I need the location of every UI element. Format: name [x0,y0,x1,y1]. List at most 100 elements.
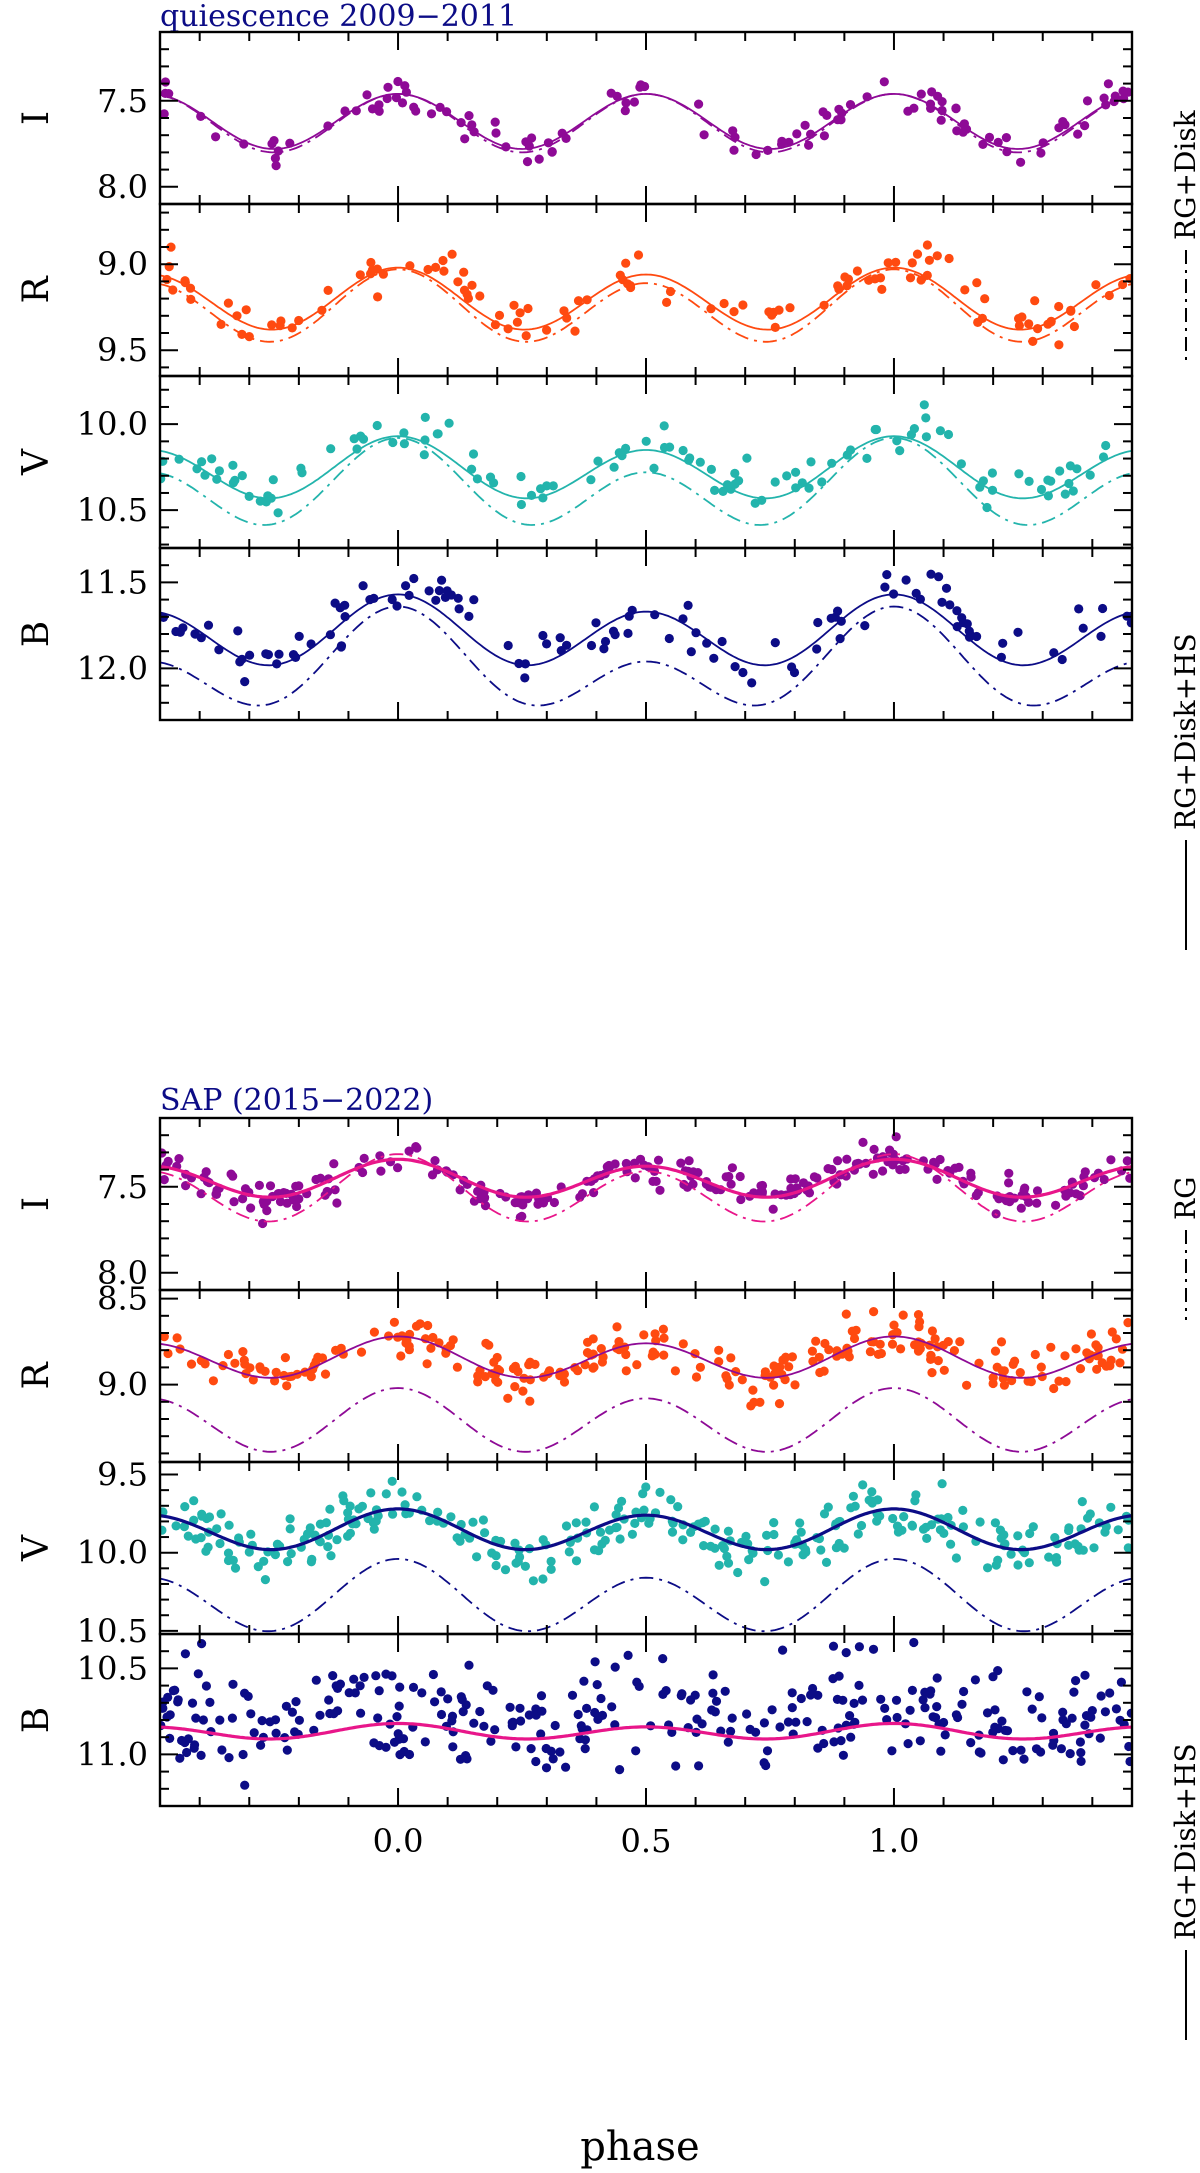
data-point [520,659,531,669]
band-label-b: B [16,1707,57,1733]
data-point [432,429,442,439]
data-point [988,1727,998,1737]
data-point [649,463,659,473]
data-point [901,575,911,585]
data-point [1024,319,1034,329]
data-point [573,296,584,306]
data-point [767,1705,777,1715]
data-point [546,1556,556,1566]
data-point [630,1518,640,1528]
data-point [621,258,631,268]
y-tick-label: 10.5 [77,1612,148,1650]
data-point [658,1654,668,1664]
data-point [294,631,304,642]
data-point [596,1344,606,1354]
data-point [714,1357,724,1367]
data-point [464,611,474,622]
data-point [326,1551,336,1561]
data-point [856,1520,867,1531]
data-point [778,1645,788,1655]
data-point [332,1535,342,1545]
data-point [709,653,719,663]
data-point [214,645,224,655]
data-point [1036,148,1046,158]
data-point [666,1495,676,1505]
data-point [555,633,565,643]
data-point [549,1197,560,1208]
data-point [446,1512,456,1522]
data-point [833,606,843,616]
data-point [1076,1756,1086,1766]
data-point [217,1745,227,1755]
y-tick-label: 9.0 [97,1366,148,1404]
data-point [1074,604,1084,614]
data-point [988,1378,998,1389]
data-point [911,1490,921,1500]
data-point [434,586,444,596]
data-point [1016,1745,1026,1755]
data-point [718,486,728,496]
data-point [858,1137,868,1147]
data-point [936,1746,946,1756]
data-point [166,242,176,252]
data-point [263,650,273,660]
data-point [182,1747,192,1758]
data-point [876,1694,886,1704]
data-point [594,1546,604,1556]
data-point [399,428,409,438]
data-point [973,1188,983,1198]
data-point [422,1359,432,1369]
model-curve-dashdot [160,605,1132,707]
data-point [878,1166,888,1176]
data-point [882,1715,892,1725]
data-point [579,1676,589,1686]
data-point [632,1360,642,1370]
data-point [770,638,780,648]
data-point [448,1742,458,1752]
data-point [951,1710,962,1720]
data-point [990,1346,1001,1356]
data-point [1100,1527,1110,1537]
data-point [1054,123,1064,133]
data-point [1086,1329,1096,1339]
data-point [804,140,814,150]
data-point [957,613,967,623]
data-point [500,1565,511,1575]
data-point [935,426,946,436]
data-point [561,1762,571,1772]
data-point [834,1671,844,1681]
y-tick-label: 10.5 [77,491,148,529]
data-point [774,305,784,315]
data-point [784,1362,794,1372]
data-point [326,444,336,454]
data-point [201,1681,211,1691]
data-point [596,1693,606,1704]
data-point [621,1366,631,1376]
data-point [839,1543,849,1553]
data-point [1101,1361,1111,1371]
data-point [737,1375,747,1385]
data-point [281,1701,291,1711]
data-point [273,508,283,518]
data-point [621,443,631,453]
model-curve-dashdot [160,1557,1132,1633]
data-point [291,1697,301,1707]
data-point [650,1349,660,1359]
data-point [1046,1342,1056,1352]
data-point [201,1167,211,1177]
data-point [751,1727,761,1737]
data-point [1025,1528,1035,1539]
data-point [820,1338,830,1349]
data-point [180,1649,190,1659]
data-point [1078,623,1088,633]
data-point [511,1558,521,1568]
panel-frame [158,546,1134,722]
data-point [567,1690,578,1700]
data-point [683,600,693,611]
data-point [447,249,457,259]
data-point [1080,1670,1090,1680]
data-point [926,1520,937,1530]
data-point [1091,280,1101,290]
data-point [459,267,469,277]
data-point [1026,1377,1036,1387]
